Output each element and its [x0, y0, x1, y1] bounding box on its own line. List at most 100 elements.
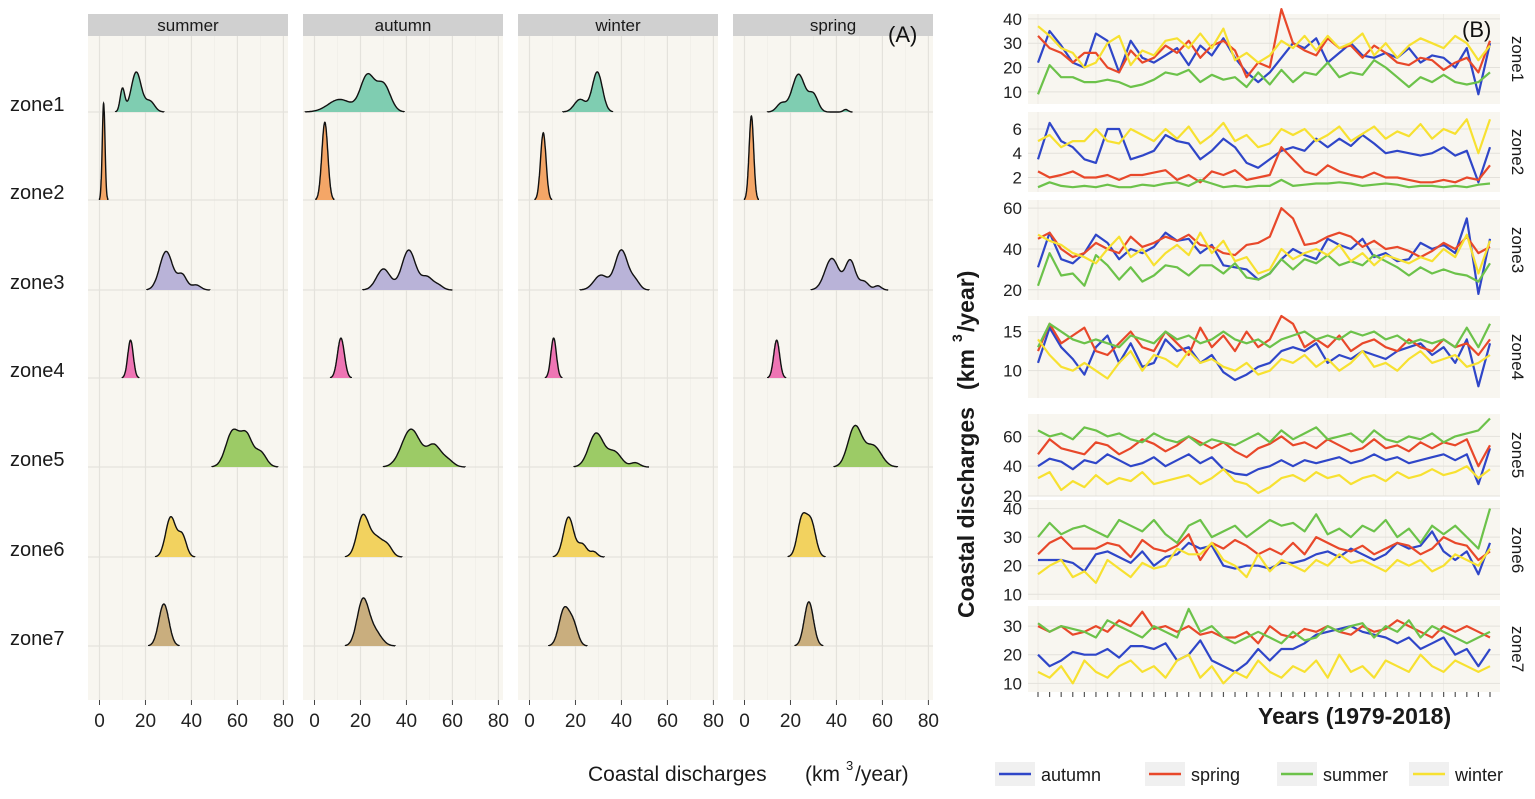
density-zone7-winter [548, 606, 587, 646]
panel-a-tag: (A) [888, 22, 917, 47]
series-line-winter-zone2 [1037, 118, 1492, 155]
zone-strip-label-zone5: zone5 [1508, 432, 1527, 478]
series-line-summer-zone3 [1036, 252, 1491, 287]
facet-background [303, 36, 503, 700]
zone-strip-label-zone2: zone2 [1508, 129, 1527, 175]
panel-b-ylabel-unit: (km [953, 349, 979, 390]
density-zone7-autumn [345, 597, 395, 646]
x-tick-label: 60 [657, 711, 678, 732]
density-outline-zone6-spring [787, 511, 826, 558]
facet-background [88, 36, 288, 700]
density-outline-zone5-autumn [382, 428, 466, 468]
x-tick-label: 60 [442, 711, 463, 732]
density-zone6-winter [553, 517, 605, 557]
y-tick-label: 2 [1013, 168, 1022, 187]
series-line-winter-zone4 [1037, 338, 1491, 380]
x-tick-label: 0 [739, 711, 750, 732]
line-panel-zone3: 20 40 60 zone3 [1003, 199, 1527, 300]
facet-strip-label: spring [810, 16, 856, 35]
y-tick-label: 20 [1003, 487, 1022, 506]
panel-a-xlabel: Coastal discharges [588, 763, 767, 786]
y-tick-label: 20 [1003, 59, 1022, 78]
series-line-spring-zone2 [1037, 146, 1491, 184]
density-zone6-summer [155, 516, 195, 557]
y-tick-label: 10 [1003, 362, 1022, 381]
series-line-summer-zone4 [1037, 322, 1491, 349]
panel-a-xlabel-unit-end: /year) [855, 763, 909, 786]
line-panel-zone2: 2 4 6 zone2 [1013, 112, 1527, 192]
panel-b-y-axis-title: Coastal discharges (km 3 /year) [949, 271, 979, 618]
density-outline-zone2-spring [743, 115, 759, 200]
y-tick-label: 4 [1013, 144, 1022, 163]
density-zone1-autumn [305, 73, 405, 112]
density-outline-zone6-winter [552, 516, 605, 558]
density-outline-zone7-spring [794, 601, 824, 647]
x-tick-label: 20 [350, 711, 371, 732]
density-outline-zone3-summer [146, 250, 211, 291]
density-zone1-winter [562, 72, 613, 112]
series-line-autumn-zone6 [1038, 530, 1492, 576]
line-panel-zone5: 20 40 60 zone5 [1003, 414, 1527, 506]
panel-a: summer 0 20 40 60 80 autumn 0 20 40 60 80 winter 0 20 4… [10, 14, 939, 732]
series-line-autumn-zone7 [1037, 625, 1491, 673]
line-panel-background [1028, 200, 1500, 300]
zone-label-zone3: zone3 [10, 272, 65, 294]
density-outline-zone7-autumn [344, 597, 396, 647]
facet-autumn: autumn 0 20 40 60 80 [303, 14, 509, 732]
x-tick-label: 0 [524, 711, 535, 732]
density-outline-zone1-winter [562, 71, 614, 113]
x-tick-label: 80 [273, 711, 294, 732]
legend: autumn spring summer winter [995, 762, 1503, 786]
y-tick-label: 40 [1003, 500, 1022, 519]
density-outline-zone6-autumn [344, 513, 403, 558]
zone-strip-label-zone4: zone4 [1508, 334, 1527, 380]
x-tick-label: 0 [94, 711, 105, 732]
panel-b-ylabel-unit-end: /year) [953, 271, 979, 332]
series-line-spring-zone5 [1037, 435, 1491, 468]
facet-background [518, 36, 718, 700]
y-tick-label: 10 [1003, 585, 1022, 604]
x-tick-label: 80 [488, 711, 509, 732]
series-line-spring-zone3 [1037, 207, 1491, 259]
density-outline-zone1-summer [114, 71, 165, 113]
series-line-spring-zone1 [1037, 8, 1492, 79]
series-line-winter-zone1 [1037, 25, 1491, 69]
density-outline-zone2-winter [534, 131, 553, 200]
zone-strip-label-zone7: zone7 [1508, 626, 1527, 672]
series-line-spring-zone6 [1037, 533, 1491, 562]
x-tick-label: 20 [135, 711, 156, 732]
panel-b-xlabel: Years (1979-2018) [1258, 703, 1451, 729]
density-outline-zone3-autumn [362, 249, 453, 291]
density-outline-zone7-summer [148, 603, 180, 647]
series-line-autumn-zone5 [1037, 447, 1492, 486]
legend-label-summer: summer [1323, 765, 1388, 785]
y-tick-label: 20 [1003, 557, 1022, 576]
panel-a-xlabel-unit: (km [805, 763, 840, 786]
line-panel-background [1028, 606, 1500, 692]
panel-b-ylabel-sup: 3 [949, 334, 965, 342]
zone-strip-label-zone1: zone1 [1508, 36, 1527, 82]
zone-label-zone7: zone7 [10, 628, 65, 650]
x-tick-label: 60 [872, 711, 893, 732]
density-zone3-spring [811, 258, 889, 290]
zone-label-zone6: zone6 [10, 539, 65, 561]
line-panel-zone1: 10 20 30 40 zone1 [1003, 8, 1527, 104]
density-zone3-summer [146, 251, 210, 290]
x-tick-label: 0 [309, 711, 320, 732]
series-line-summer-zone6 [1037, 508, 1492, 550]
y-tick-label: 60 [1003, 427, 1022, 446]
density-zone5-spring [834, 425, 898, 467]
zone-label-zone5: zone5 [10, 449, 65, 471]
zone-label-zone1: zone1 [10, 94, 65, 116]
density-outline-zone4-autumn [329, 337, 352, 379]
density-zone6-autumn [345, 514, 402, 557]
line-panel-zone4: 10 15 zone4 [1003, 314, 1527, 398]
density-outline-zone5-spring [833, 424, 899, 468]
y-tick-label: 40 [1003, 457, 1022, 476]
density-outline-zone4-summer [121, 339, 140, 379]
facet-background [733, 36, 933, 700]
line-panel-zone7: 10 20 30 zone7 [1003, 606, 1527, 693]
y-tick-label: 10 [1003, 83, 1022, 102]
